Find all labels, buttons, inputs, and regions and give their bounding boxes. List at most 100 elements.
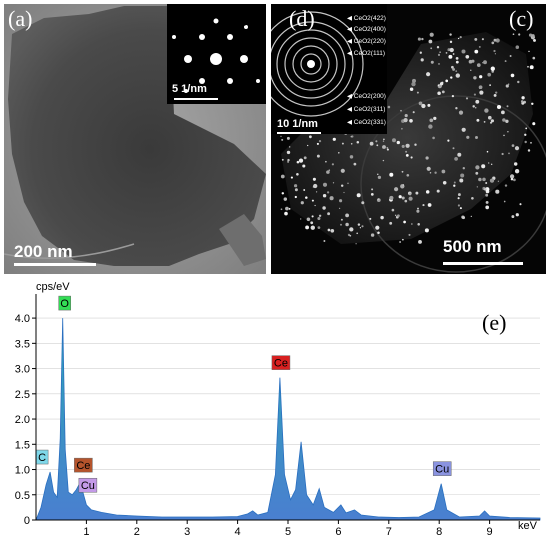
crystallite-speck — [294, 188, 298, 192]
crystallite-speck — [473, 93, 476, 96]
crystallite-speck — [316, 154, 320, 158]
diffraction-spot — [256, 79, 260, 83]
panel-e-eds-spectrum: C O Ce Cu Ce Cu 0 0.5 1.0 1.5 2.0 2.5 3.0 3.5 4.0 1 2 3… — [0, 278, 550, 538]
crystallite-speck — [508, 152, 510, 155]
crystallite-speck — [441, 169, 446, 174]
crystallite-speck — [327, 212, 331, 216]
crystallite-speck — [377, 231, 380, 234]
crystallite-speck — [394, 214, 397, 217]
scale-bar-b — [174, 98, 218, 100]
crystallite-speck — [322, 193, 327, 198]
crystallite-speck — [382, 145, 386, 149]
crystallite-speck — [298, 158, 304, 163]
panel-a-graphic — [4, 4, 266, 274]
crystallite-speck — [453, 184, 456, 187]
crystallite-speck — [415, 191, 419, 195]
crystallite-speck — [505, 119, 509, 124]
crystallite-speck — [356, 193, 361, 198]
crystallite-speck — [428, 39, 433, 44]
crystallite-speck — [457, 197, 460, 200]
crystallite-speck — [449, 47, 454, 53]
crystallite-speck — [370, 193, 374, 196]
y-axis-label: cps/eV — [36, 281, 70, 293]
crystallite-speck — [520, 100, 524, 103]
peak-label-box — [74, 457, 93, 473]
crystallite-speck — [406, 173, 410, 177]
crystallite-speck — [280, 135, 282, 137]
crystallite-speck — [417, 223, 420, 226]
crystallite-speck — [412, 78, 416, 83]
crystallite-speck — [504, 184, 508, 187]
crystallite-speck — [488, 162, 490, 164]
crystallite-speck — [398, 195, 402, 199]
crystallite-speck — [389, 221, 393, 225]
crystallite-speck — [489, 84, 491, 86]
crystallite-speck — [422, 204, 425, 207]
crystallite-speck — [439, 51, 441, 53]
crystallite-speck — [349, 155, 354, 159]
crystallite-speck — [465, 54, 470, 59]
crystallite-speck — [355, 243, 357, 245]
crystallite-speck — [470, 69, 472, 71]
crystallite-speck — [461, 49, 466, 54]
crystallite-speck — [437, 53, 441, 56]
crystallite-speck — [482, 62, 484, 64]
crystallite-speck — [307, 144, 309, 147]
peak-label: C — [38, 452, 46, 464]
crystallite-speck — [311, 215, 314, 218]
crystallite-speck — [310, 225, 315, 230]
crystallite-speck — [461, 127, 466, 132]
crystallite-speck — [303, 156, 307, 160]
crystallite-speck — [474, 37, 478, 41]
crystallite-speck — [455, 70, 458, 72]
crystallite-speck — [332, 137, 336, 141]
crystallite-speck — [329, 196, 334, 201]
crystallite-speck — [495, 189, 500, 194]
crystallite-speck — [457, 204, 460, 207]
crystallite-speck — [288, 208, 291, 210]
y-tick-label: 3.0 — [15, 364, 30, 376]
crystallite-speck — [416, 209, 420, 213]
crystallite-speck — [341, 142, 344, 145]
crystallite-speck — [293, 184, 298, 188]
crystallite-speck — [286, 136, 290, 140]
x-tick-label: 4 — [235, 526, 241, 536]
crystallite-speck — [401, 170, 404, 173]
crystallite-speck — [521, 96, 525, 100]
scale-label-c: 500 nm — [443, 237, 502, 256]
crystallite-speck — [449, 40, 453, 44]
crystallite-speck — [454, 157, 458, 161]
crystallite-speck — [327, 228, 331, 232]
crystallite-speck — [412, 111, 415, 114]
crystallite-speck — [315, 191, 318, 193]
crystallite-speck — [290, 176, 293, 179]
crystallite-speck — [280, 174, 285, 179]
peak-label-box — [432, 461, 452, 476]
crystallite-speck — [515, 213, 519, 217]
crystallite-speck — [459, 35, 462, 39]
crystallite-speck — [437, 91, 441, 96]
crystallite-speck — [445, 79, 449, 83]
diffraction-ring — [292, 45, 330, 83]
crystallite-speck — [441, 81, 444, 84]
crystallite-speck — [331, 163, 334, 166]
crystallite-speck — [361, 201, 365, 205]
crystallite-speck — [338, 152, 340, 154]
crystallite-speck — [350, 142, 353, 145]
crystallite-speck — [408, 196, 413, 201]
crystallite-speck — [511, 215, 515, 219]
ring-label: ◀ CeO2(220) — [347, 38, 386, 45]
peak-label: Ce — [274, 358, 288, 370]
crystallite-speck — [411, 223, 413, 225]
crystallite-speck — [437, 84, 440, 87]
crystallite-speck — [394, 187, 399, 192]
crystallite-speck — [375, 140, 378, 143]
crystallite-speck — [375, 225, 380, 230]
crystallite-speck — [515, 45, 520, 49]
crystallite-speck — [410, 156, 413, 159]
crystallite-speck — [528, 50, 530, 53]
crystallite-speck — [513, 162, 518, 166]
scale-label-b: 5 1/nm — [172, 83, 207, 95]
y-tick-label: 3.5 — [15, 338, 30, 350]
crystallite-speck — [478, 45, 481, 48]
